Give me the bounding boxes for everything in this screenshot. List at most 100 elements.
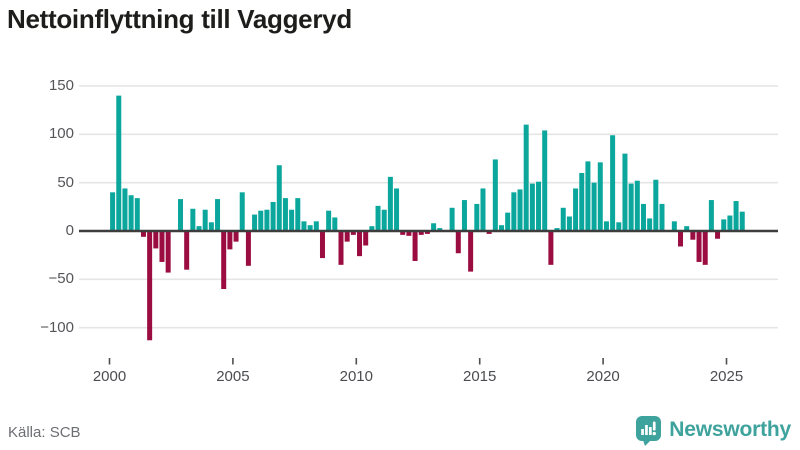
bar [319, 231, 325, 259]
bar [529, 183, 535, 231]
bar [134, 198, 140, 231]
bar [610, 135, 616, 231]
bar [511, 192, 517, 231]
bar [739, 211, 745, 231]
bar [671, 221, 677, 231]
chart-title: Nettoinflyttning till Vaggeryd [7, 4, 352, 34]
bar [554, 228, 560, 231]
bar [344, 231, 350, 242]
bar [369, 226, 375, 231]
bar [196, 226, 202, 231]
bar [233, 231, 239, 242]
bar [517, 189, 523, 231]
x-axis-label: 2005 [216, 368, 250, 385]
bar [295, 198, 301, 231]
brand-name: Newsworthy [669, 418, 791, 441]
bar [153, 231, 159, 249]
y-axis-label: −100 [40, 318, 74, 336]
bar [573, 188, 579, 231]
bar [461, 200, 467, 231]
bar [387, 176, 393, 231]
bar [307, 225, 313, 231]
bar [480, 188, 486, 231]
y-axis-label: 150 [48, 76, 74, 94]
bar [332, 217, 338, 231]
bar [560, 207, 566, 231]
bar [647, 218, 653, 231]
bar [585, 161, 591, 231]
bar [375, 205, 381, 231]
bar [579, 172, 585, 231]
bar [178, 199, 183, 231]
bar [597, 162, 603, 231]
bar [221, 231, 227, 290]
bar [708, 200, 714, 231]
bar [733, 201, 739, 231]
bar [165, 231, 171, 273]
bar [591, 182, 597, 231]
bar [147, 231, 153, 341]
bar [140, 231, 146, 237]
bar [128, 195, 134, 231]
bar [301, 221, 307, 231]
bar [603, 221, 609, 231]
bar [159, 231, 165, 262]
bar [437, 228, 443, 231]
brand-logo: Newsworthy [635, 414, 791, 446]
bar [326, 210, 332, 231]
bar [702, 231, 708, 265]
bar [499, 225, 504, 231]
bar [418, 231, 424, 235]
bar [227, 231, 233, 250]
bar [110, 192, 116, 231]
bar [350, 231, 356, 235]
bar [628, 183, 634, 231]
bar [406, 231, 412, 236]
bar [258, 210, 264, 231]
bar [270, 201, 276, 231]
bar [622, 153, 628, 231]
bar [239, 192, 245, 231]
y-axis-label: 100 [48, 125, 74, 143]
bar [276, 165, 282, 231]
newsworthy-logo-icon [636, 416, 662, 446]
bar [548, 231, 554, 265]
bar [208, 222, 214, 231]
bar [684, 226, 690, 231]
bar [184, 231, 190, 270]
bar [640, 203, 646, 231]
bar [381, 209, 387, 231]
bar [721, 219, 727, 231]
source-label: Källa: SCB [8, 424, 81, 441]
bar [412, 231, 418, 261]
bar [282, 198, 288, 231]
bar [202, 209, 208, 231]
bar [474, 203, 480, 231]
bar [678, 231, 684, 247]
x-axis-label: 2015 [463, 368, 497, 385]
bar [486, 231, 492, 234]
bar [190, 208, 196, 231]
x-axis-label: 2025 [709, 368, 744, 385]
bar [505, 212, 511, 231]
bar [523, 124, 529, 231]
bar [536, 181, 542, 231]
bar [338, 231, 344, 265]
bar [566, 216, 572, 231]
bar [252, 214, 258, 231]
x-axis-label: 2000 [92, 368, 127, 385]
bar [696, 231, 702, 262]
bar [363, 231, 369, 246]
bar [394, 188, 400, 231]
bar [245, 231, 251, 266]
bar [289, 209, 295, 231]
bar [715, 231, 721, 239]
bar [357, 231, 363, 257]
bar [727, 215, 733, 231]
bar [424, 231, 430, 234]
bar [653, 179, 659, 231]
y-axis-label: 50 [57, 173, 74, 191]
